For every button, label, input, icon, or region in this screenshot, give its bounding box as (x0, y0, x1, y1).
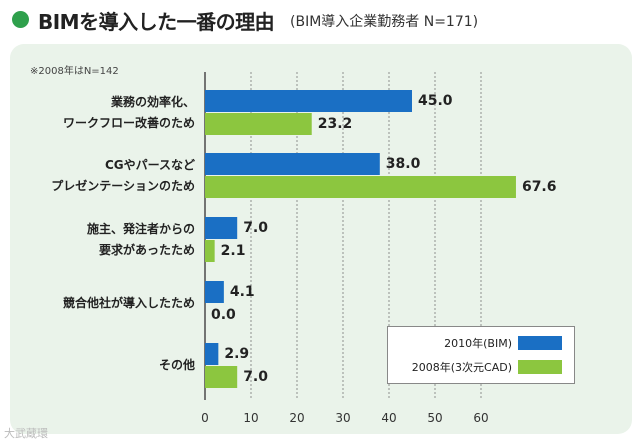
value-label: 4.1 (229, 284, 255, 300)
bar-2010-0 (205, 90, 412, 112)
category-label: 競合他社が導入したため (62, 296, 195, 310)
legend: 2010年(BIM) 2008年(3次元CAD) (387, 326, 575, 384)
legend-swatch-2010 (518, 336, 562, 350)
x-tick-label: 60 (473, 411, 489, 425)
chart-subtitle: (BIM導入企業勤務者 N=171) (290, 14, 479, 30)
x-tick-label: 50 (427, 411, 443, 425)
legend-item-2010: 2010年(BIM) (388, 333, 574, 353)
category-label: CGやパースなど プレゼンテーションのため (51, 158, 195, 193)
value-label: 23.2 (317, 116, 353, 132)
value-label: 7.0 (243, 369, 268, 385)
value-label: 0.0 (211, 307, 236, 323)
x-tick-label: 40 (381, 411, 397, 425)
legend-swatch-2008 (518, 360, 562, 374)
bar-2008-2 (205, 240, 215, 262)
value-label: 2.9 (224, 346, 250, 362)
legend-label-2010: 2010年(BIM) (444, 337, 512, 350)
bar-2010-4 (205, 343, 219, 365)
value-label: 45.0 (418, 93, 453, 109)
category-label: その他 (158, 358, 195, 372)
bar-2008-1 (205, 176, 516, 198)
category-label: 施主、発注者からの 要求があったため (86, 222, 195, 257)
value-label: 7.0 (243, 220, 268, 236)
watermark: 大武蔵環 (4, 427, 48, 440)
bar-2008-0 (205, 113, 312, 135)
x-tick-label: 30 (335, 411, 351, 425)
value-label: 67.6 (521, 179, 557, 195)
x-tick-label: 20 (289, 411, 305, 425)
bar-2010-2 (205, 217, 238, 239)
x-tick-label: 10 (243, 411, 259, 425)
chart-title: BIMを導入した一番の理由 (38, 10, 275, 34)
header: BIMを導入した一番の理由 (BIM導入企業勤務者 N=171) (0, 0, 640, 44)
bar-2010-1 (205, 153, 380, 175)
legend-label-2008: 2008年(3次元CAD) (411, 361, 512, 374)
category-label: 業務の効率化、 ワークフロー改善のため (62, 95, 195, 130)
value-label: 38.0 (385, 156, 421, 172)
legend-item-2008: 2008年(3次元CAD) (388, 357, 574, 377)
bar-2008-4 (205, 366, 238, 388)
value-label: 2.1 (220, 243, 246, 259)
x-tick-label: 0 (201, 411, 209, 425)
bar-2010-3 (205, 281, 224, 303)
title-bullet-icon (12, 11, 29, 28)
sample-note: ※2008年はN=142 (30, 66, 119, 77)
